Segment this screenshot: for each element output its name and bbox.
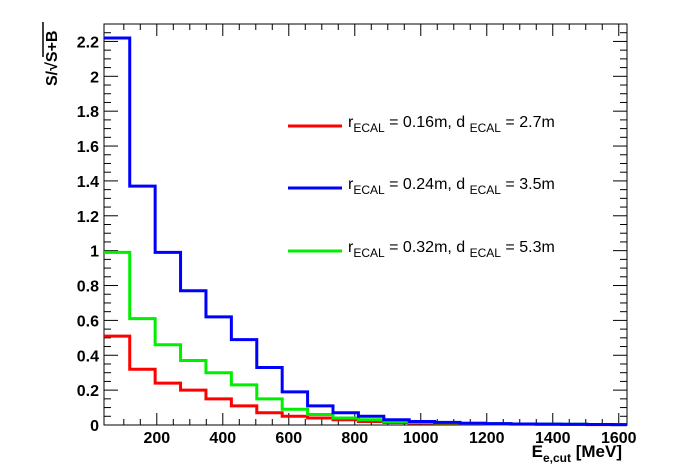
y-axis-title-prefix: S/ (44, 70, 61, 86)
y-tick-label: 0 (90, 418, 99, 435)
y-tick-label: 0.4 (77, 348, 99, 365)
x-axis-title-sub: e,cut (543, 451, 571, 465)
x-tick-label: 1600 (601, 430, 637, 447)
x-tick-label: 600 (275, 430, 302, 447)
x-tick-label: 1000 (403, 430, 439, 447)
x-tick-label: 200 (143, 430, 170, 447)
y-tick-label: 1.4 (77, 174, 99, 191)
y-tick-labels: 0 0.2 0.4 0.6 0.8 1 1.2 1.4 1.6 1.8 2 2.2 (77, 34, 99, 435)
y-tick-label: 0.6 (77, 313, 99, 330)
series-blue-line (104, 36, 627, 427)
axis-ticks (104, 23, 627, 426)
svg-text:S/√S+B: S/√S+B (44, 31, 61, 86)
legend-label-red: rECAL = 0.16m, d ECAL = 2.7m (348, 114, 555, 135)
plot-frame (103, 23, 628, 426)
y-axis-title-sqrt: √ (44, 62, 61, 71)
y-tick-label: 1.2 (77, 209, 99, 226)
x-tick-label: 800 (341, 430, 368, 447)
x-axis-title-unit: [MeV] (571, 442, 622, 461)
series-red-line (104, 334, 627, 427)
y-axis-title-radicand: S+B (44, 31, 61, 63)
x-tick-labels: 200 400 600 800 1000 1200 1400 1600 (143, 430, 636, 447)
y-tick-label: 2 (90, 69, 99, 86)
y-tick-label: 0.2 (77, 383, 99, 400)
legend-label-blue: rECAL = 0.24m, d ECAL = 3.5m (348, 176, 555, 197)
x-axis-title-main: E (532, 442, 543, 461)
y-tick-label: 1 (90, 244, 99, 261)
x-axis-title: Ee,cut [MeV] (532, 442, 622, 465)
series-green-line (104, 250, 627, 427)
series-group (104, 36, 627, 427)
x-tick-label: 1200 (469, 430, 505, 447)
x-tick-label: 400 (209, 430, 236, 447)
x-tick-label: 1400 (535, 430, 571, 447)
y-tick-label: 2.2 (77, 34, 99, 51)
y-tick-label: 1.8 (77, 104, 99, 121)
y-tick-label: 1.6 (77, 139, 99, 156)
y-axis-title: S/√S+B (42, 22, 61, 86)
legend: rECAL = 0.16m, d ECAL = 2.7m rECAL = 0.24… (288, 114, 555, 260)
y-tick-label: 0.8 (77, 279, 99, 296)
legend-label-green: rECAL = 0.32m, d ECAL = 5.3m (348, 239, 555, 260)
